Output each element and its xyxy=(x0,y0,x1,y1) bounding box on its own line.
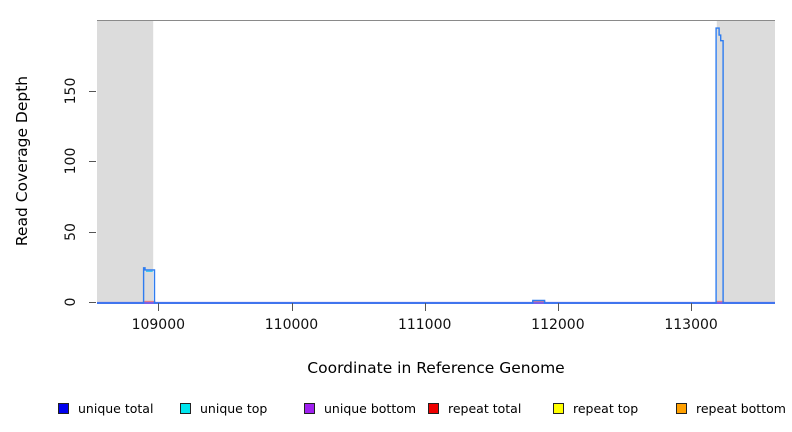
x-tick-mark xyxy=(291,303,293,311)
y-tick-label: 50 xyxy=(63,222,79,241)
y-tick-label: 150 xyxy=(63,77,79,104)
x-tick-mark xyxy=(691,303,693,311)
legend-item-unique-total: unique total xyxy=(58,401,153,416)
x-tick-mark xyxy=(158,303,160,311)
legend-label: unique top xyxy=(200,401,268,416)
y-tick-label: 0 xyxy=(63,297,79,307)
legend-item-repeat-bottom: repeat bottom xyxy=(676,401,786,416)
legend-item-unique-top: unique top xyxy=(180,401,267,416)
legend-swatch-repeat-total xyxy=(428,403,439,414)
plot-area xyxy=(97,20,775,304)
masked-region xyxy=(97,21,154,304)
y-axis-title: Read Coverage Depth xyxy=(13,75,31,247)
y-tick-mark xyxy=(89,161,96,162)
chart-legend: unique total unique top unique bottom repea… xyxy=(0,401,792,423)
x-tick-label: 111000 xyxy=(397,317,452,333)
x-tick-mark xyxy=(557,303,559,311)
legend-swatch-unique-bottom xyxy=(304,403,315,414)
legend-label: repeat bottom xyxy=(696,401,786,416)
legend-swatch-unique-total xyxy=(58,403,69,414)
legend-label: repeat top xyxy=(573,401,639,416)
legend-swatch-repeat-top xyxy=(553,403,564,414)
x-tick-label: 109000 xyxy=(131,317,186,333)
chart-svg xyxy=(97,21,775,304)
x-axis-title: Coordinate in Reference Genome xyxy=(307,359,565,377)
legend-label: unique bottom xyxy=(324,401,417,416)
legend-item-repeat-total: repeat total xyxy=(428,401,521,416)
legend-label: repeat total xyxy=(448,401,522,416)
legend-swatch-unique-top xyxy=(180,403,191,414)
x-tick-mark xyxy=(424,303,426,311)
y-tick-label: 100 xyxy=(63,147,79,175)
y-tick-mark xyxy=(89,302,96,303)
y-tick-mark xyxy=(89,231,96,233)
x-tick-label: 110000 xyxy=(264,317,319,333)
y-tick-mark xyxy=(89,90,96,92)
series-unique-total xyxy=(97,27,775,304)
legend-label: unique total xyxy=(78,401,154,416)
legend-item-unique-bottom: unique bottom xyxy=(304,401,416,416)
legend-swatch-repeat-bottom xyxy=(676,403,687,414)
x-tick-label: 112000 xyxy=(531,317,585,333)
x-tick-label: 113000 xyxy=(664,317,718,333)
legend-item-repeat-top: repeat top xyxy=(553,401,638,416)
masked-region xyxy=(716,21,775,304)
